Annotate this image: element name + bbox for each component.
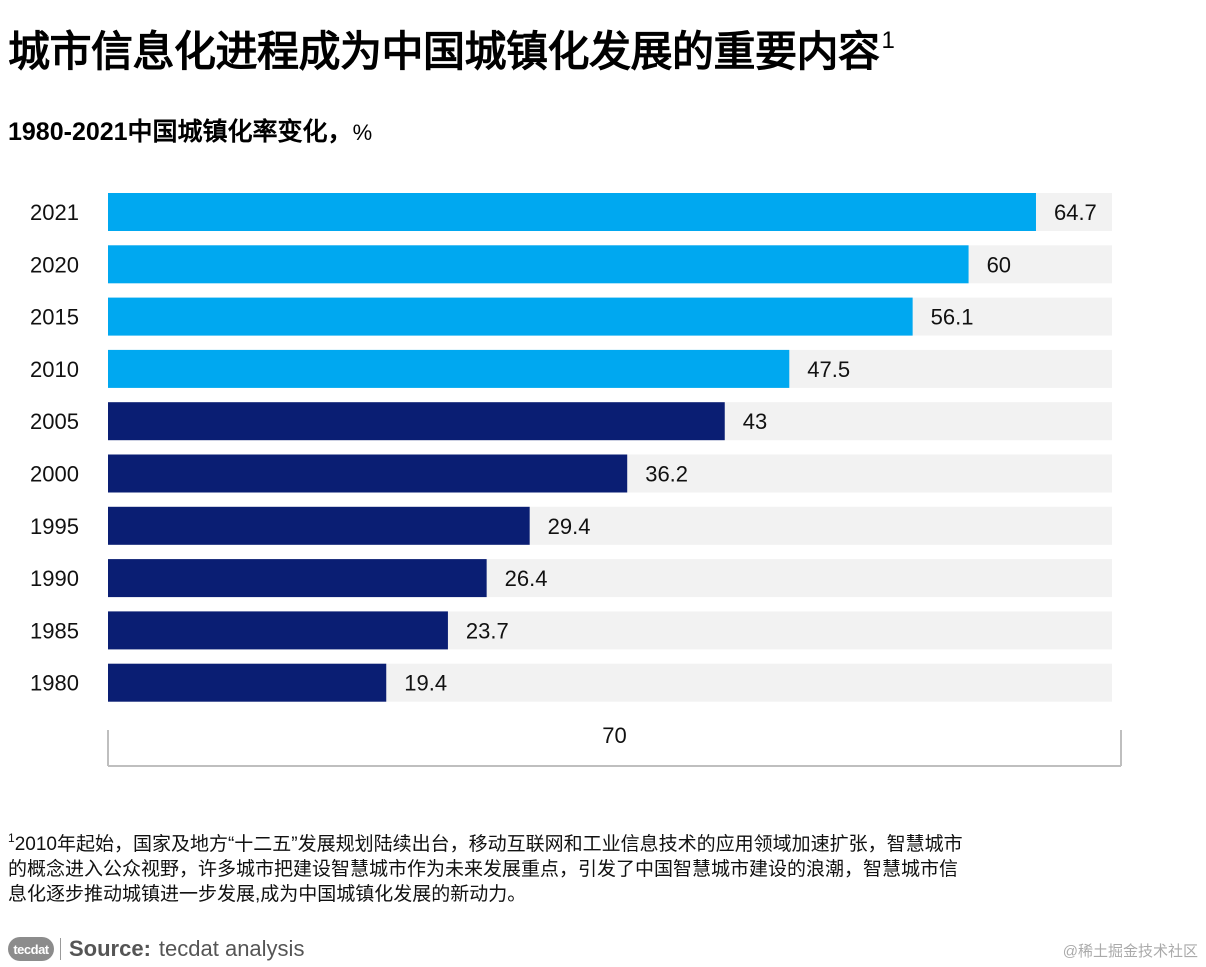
subtitle-unit: % <box>352 120 373 145</box>
bar-1995 <box>108 506 530 545</box>
category-label-1995: 1995 <box>30 514 79 539</box>
category-label-2020: 2020 <box>30 252 79 277</box>
page-title: 城市信息化进程成为中国城镇化发展的重要内容1 <box>8 18 895 79</box>
source-row: tecdat Source: tecdat analysis <box>8 934 304 964</box>
category-label-2021: 2021 <box>30 200 79 225</box>
title-text: 城市信息化进程成为中国城镇化发展的重要内容 <box>8 28 880 75</box>
data-label-1995: 29.4 <box>548 514 591 539</box>
bar-1990 <box>108 559 487 598</box>
category-label-2010: 2010 <box>30 357 79 382</box>
bar-1985 <box>108 611 448 650</box>
bar-2005 <box>108 402 725 441</box>
chart-subtitle: 1980-2021中国城镇化率变化，% <box>8 112 372 148</box>
footnote-mark: 1 <box>8 831 15 845</box>
bar-2021 <box>108 193 1036 231</box>
logo-divider <box>60 938 61 960</box>
data-label-1985: 23.7 <box>466 618 509 643</box>
bar-chart: 2021 64.7 2020 60 2015 56.1 2010 47.5 2005 43 2000… <box>30 193 1122 767</box>
subtitle-text: 1980-2021中国城镇化率变化， <box>8 118 353 146</box>
data-label-2020: 60 <box>987 252 1011 277</box>
x-tick-label: 70 <box>602 723 626 748</box>
category-label-1980: 1980 <box>30 671 79 696</box>
data-label-1990: 26.4 <box>505 566 548 591</box>
category-label-2015: 2015 <box>30 305 79 330</box>
source-text: tecdat analysis <box>158 936 305 961</box>
data-label-2021: 64.7 <box>1054 200 1097 225</box>
footnote-text: 2010年起始，国家及地方“十二五”发展规划陆续出台，移动互联网和工业信息技术的… <box>8 834 963 905</box>
bar-2020 <box>108 245 969 284</box>
data-label-2000: 36.2 <box>645 462 688 487</box>
title-footnote-mark: 1 <box>881 27 895 54</box>
data-label-2005: 43 <box>743 409 767 434</box>
bar-2010 <box>108 349 790 388</box>
bar-2000 <box>108 454 628 493</box>
category-label-1985: 1985 <box>30 618 79 643</box>
category-label-2000: 2000 <box>30 462 79 487</box>
data-label-2010: 47.5 <box>807 357 850 382</box>
data-label-1980: 19.4 <box>404 671 447 696</box>
footnote: 12010年起始，国家及地方“十二五”发展规划陆续出台，移动互联网和工业信息技术… <box>8 826 1204 907</box>
category-label-2005: 2005 <box>30 409 79 434</box>
data-label-2015: 56.1 <box>931 305 974 330</box>
tecdat-logo: tecdat <box>8 937 54 961</box>
source-label: Source: <box>69 936 151 961</box>
watermark: @稀土掘金技术社区 <box>1062 943 1198 960</box>
bar-1980 <box>108 663 387 702</box>
category-label-1990: 1990 <box>30 566 79 591</box>
bar-2015 <box>108 297 913 336</box>
